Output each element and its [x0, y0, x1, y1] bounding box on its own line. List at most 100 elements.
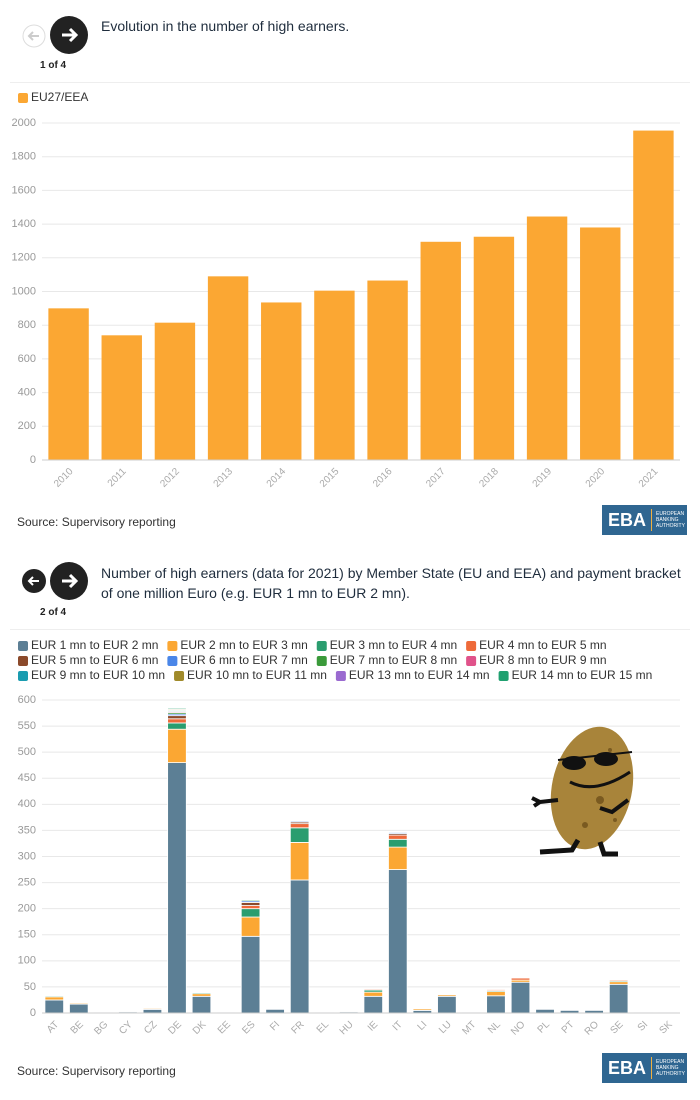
bar — [388, 834, 408, 840]
logo-text: EUROPEAN BANKING AUTHORITY — [656, 511, 685, 529]
legend-swatch — [18, 656, 28, 666]
legend-label: EUR 5 mn to EUR 6 mn — [31, 653, 158, 667]
legend-swatch — [466, 656, 477, 666]
logo-name: EBA — [602, 509, 653, 531]
bar — [261, 302, 302, 460]
bar — [154, 322, 196, 460]
x-tick-label: EE — [216, 1019, 233, 1036]
bar — [44, 996, 64, 1001]
legend-label: EUR 8 mn to EUR 9 mn — [479, 653, 606, 667]
legend-label: EUR 1 mn to EUR 2 mn — [31, 638, 158, 652]
nav-back-2[interactable] — [22, 569, 46, 593]
bar — [289, 827, 310, 843]
y-tick-label: 600 — [18, 353, 36, 365]
bar — [167, 715, 187, 720]
bar — [167, 707, 187, 710]
legend-label: EUR 2 mn to EUR 3 mn — [180, 638, 307, 652]
x-tick-label: HU — [338, 1019, 356, 1037]
legend-swatch — [167, 641, 178, 651]
source: Source: Supervisory reporting — [17, 1064, 176, 1078]
bar — [486, 991, 506, 997]
bar — [101, 335, 142, 460]
y-tick-label: 0 — [30, 1007, 36, 1019]
bar — [388, 846, 408, 870]
x-tick-label: 2014 — [265, 466, 289, 490]
x-tick-label: 2016 — [371, 466, 395, 490]
nav-back-1[interactable] — [22, 24, 46, 48]
y-tick-label: 350 — [18, 824, 36, 836]
x-tick-label: EL — [315, 1019, 332, 1036]
bar — [388, 869, 408, 1014]
logo: EBA EUROPEAN BANKING AUTHORITY — [602, 505, 687, 535]
bar — [535, 1008, 555, 1014]
x-tick-label: IE — [366, 1019, 381, 1034]
nav-next-1[interactable] — [50, 16, 88, 54]
legend-label: EUR 10 mn to EUR 11 mn — [187, 668, 327, 682]
logo: EBA EUROPEAN BANKING AUTHORITY — [602, 1053, 687, 1083]
y-tick-label: 0 — [30, 454, 36, 466]
x-tick-label: RO — [583, 1019, 602, 1038]
x-tick-label: BG — [92, 1019, 110, 1037]
bar — [240, 905, 261, 910]
legend-label: EUR 13 mn to EUR 14 mn — [349, 668, 490, 682]
potato-mascot — [531, 726, 634, 857]
bar — [486, 989, 506, 991]
bar — [191, 992, 212, 995]
bar — [437, 993, 457, 996]
chart-title: Number of high earners (data for 2021) b… — [101, 565, 681, 601]
bar — [167, 722, 187, 730]
bar — [191, 995, 212, 1014]
bar — [388, 838, 408, 848]
bar — [388, 832, 408, 834]
y-tick-label: 1000 — [12, 285, 36, 297]
x-tick-label: FR — [289, 1019, 306, 1036]
bar — [289, 823, 310, 829]
legend-swatch — [18, 93, 28, 103]
bar — [167, 762, 187, 1014]
y-tick-label: 100 — [18, 955, 36, 967]
y-tick-label: 2000 — [12, 117, 36, 129]
divider — [10, 82, 690, 83]
x-tick-label: NL — [486, 1019, 503, 1036]
x-tick-label: 2011 — [106, 466, 129, 489]
x-tick-label: SI — [636, 1019, 650, 1033]
bar — [48, 308, 89, 460]
y-tick-label: 200 — [18, 903, 36, 915]
pager: 2 of 4 — [40, 607, 67, 618]
x-tick-label: SE — [608, 1019, 625, 1036]
bar — [167, 728, 187, 763]
bar — [240, 908, 261, 918]
x-tick-label: NO — [509, 1019, 528, 1038]
legend-label: EUR 7 mn to EUR 8 mn — [330, 653, 457, 667]
x-tick-label: CZ — [142, 1019, 159, 1036]
x-tick-label: DK — [191, 1019, 209, 1037]
x-tick-label: 2017 — [424, 466, 448, 490]
bar — [608, 978, 629, 981]
y-tick-label: 1800 — [12, 151, 36, 163]
bar — [240, 899, 261, 902]
legend-label: EU27/EEA — [31, 90, 88, 104]
x-tick-label: BE — [69, 1019, 86, 1036]
bar — [167, 718, 187, 724]
y-tick-label: 200 — [18, 420, 36, 432]
bar — [240, 916, 261, 937]
chart-title: Evolution in the number of high earners. — [101, 18, 350, 34]
y-tick-label: 1600 — [12, 184, 36, 196]
bar — [633, 130, 674, 460]
x-tick-label: SK — [658, 1019, 675, 1036]
logo-text: EUROPEAN BANKING AUTHORITY — [656, 1059, 685, 1077]
bar — [240, 902, 261, 906]
x-tick-label: FI — [268, 1019, 282, 1033]
bar — [314, 290, 355, 460]
legend-label: EUR 6 mn to EUR 7 mn — [180, 653, 307, 667]
bar — [142, 1007, 163, 1009]
bar — [240, 935, 261, 1014]
y-tick-label: 1200 — [12, 252, 36, 264]
nav-next-2[interactable] — [50, 562, 88, 600]
x-tick-label: 2010 — [52, 466, 76, 490]
legend-swatch — [466, 641, 477, 651]
bar — [526, 216, 568, 460]
legend-label: EUR 9 mn to EUR 10 mn — [31, 668, 165, 682]
y-tick-label: 50 — [24, 981, 36, 993]
legend-swatch — [18, 671, 28, 681]
